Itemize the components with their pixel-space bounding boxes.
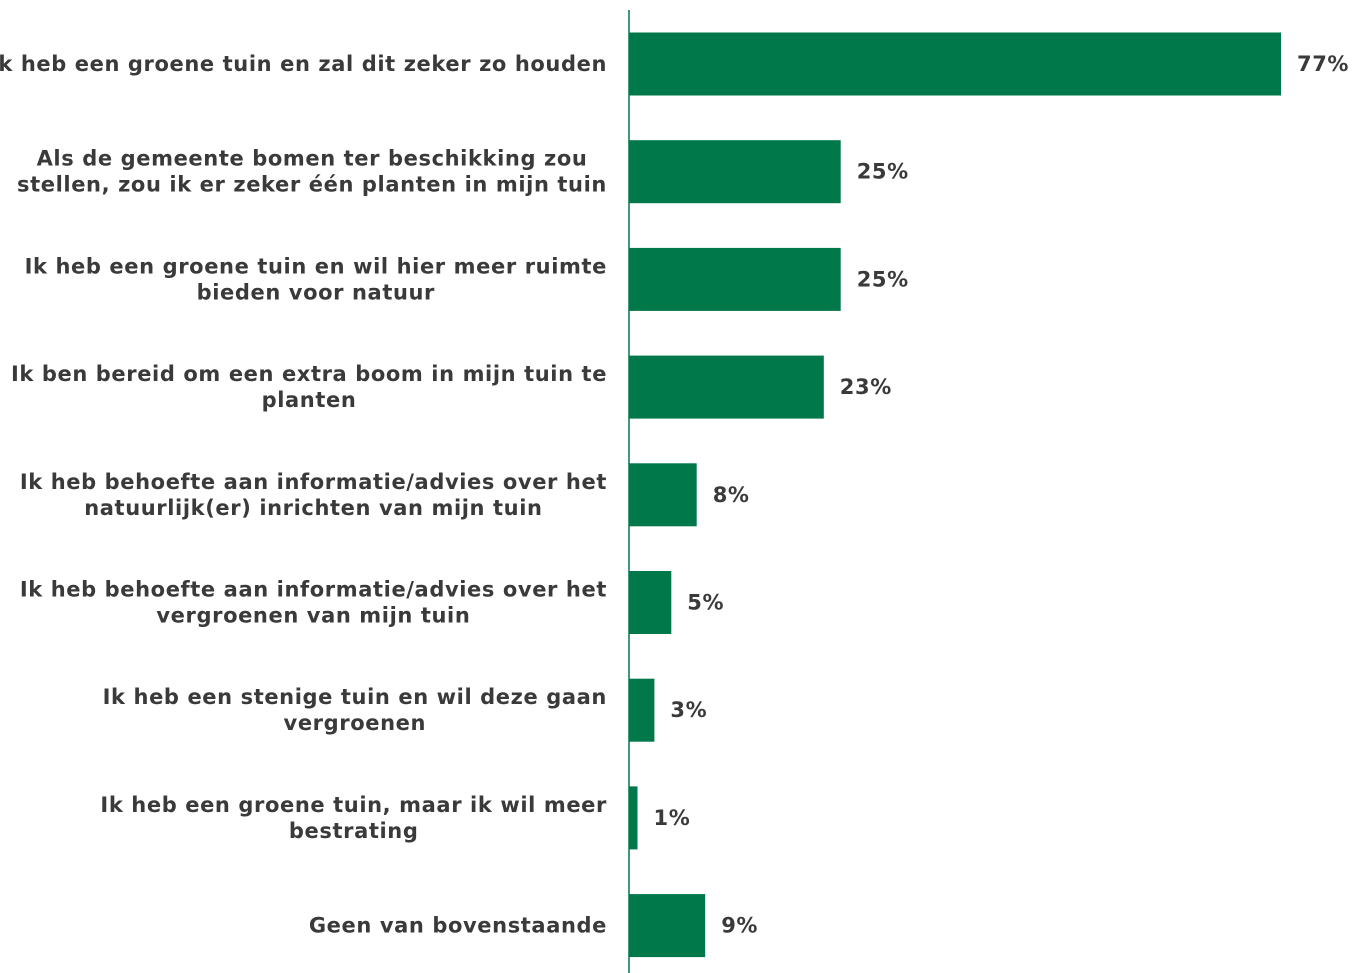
bar-2 bbox=[629, 140, 841, 204]
bar-8 bbox=[629, 786, 638, 850]
category-label-6-line-2: vergroenen van mijn tuin bbox=[156, 604, 470, 628]
category-label-7-line-2: vergroenen bbox=[284, 711, 427, 735]
bars-layer bbox=[629, 32, 1281, 958]
value-labels: 77% 25% 25% 23% 8% 5% 3% 1% 9% bbox=[654, 52, 1349, 938]
bar-9 bbox=[629, 894, 706, 958]
value-label-6: 5% bbox=[687, 591, 724, 615]
bar-4 bbox=[629, 355, 824, 419]
value-label-1: 77% bbox=[1297, 52, 1349, 76]
category-label-5-line-1: Ik heb behoefte aan informatie/advies ov… bbox=[20, 470, 607, 494]
category-label-2-line-1: Als de gemeente bomen ter beschikking zo… bbox=[37, 147, 588, 171]
category-label-9: Geen van bovenstaande bbox=[309, 914, 607, 938]
category-label-5-line-2: natuurlijk(er) inrichten van mijn tuin bbox=[84, 496, 542, 520]
bar-1 bbox=[629, 32, 1281, 96]
category-label-4-line-1: Ik ben bereid om een extra boom in mijn … bbox=[11, 362, 607, 386]
category-labels: Ik heb een groene tuin en zal dit zeker … bbox=[0, 52, 607, 938]
bar-7 bbox=[629, 678, 655, 742]
value-label-8: 1% bbox=[654, 806, 691, 830]
value-label-3: 25% bbox=[857, 267, 909, 291]
bar-6 bbox=[629, 571, 672, 634]
category-label-3-line-2: bieden voor natuur bbox=[197, 280, 435, 304]
category-label-7-line-1: Ik heb een stenige tuin en wil deze gaan bbox=[103, 685, 607, 709]
bar-5 bbox=[629, 463, 697, 527]
value-label-5: 8% bbox=[713, 483, 750, 507]
category-label-6-line-1: Ik heb behoefte aan informatie/advies ov… bbox=[20, 578, 607, 602]
bar-3 bbox=[629, 247, 841, 311]
category-label-8-line-1: Ik heb een groene tuin, maar ik wil meer bbox=[100, 793, 607, 817]
category-label-8-line-2: bestrating bbox=[289, 819, 419, 843]
category-label-1: Ik heb een groene tuin en zal dit zeker … bbox=[0, 52, 607, 76]
category-label-2-line-2: stellen, zou ik er zeker één planten in … bbox=[17, 173, 607, 197]
category-label-4-line-2: planten bbox=[262, 388, 357, 412]
value-label-4: 23% bbox=[840, 375, 892, 399]
value-label-2: 25% bbox=[857, 160, 909, 184]
value-label-9: 9% bbox=[721, 914, 758, 938]
category-label-3-line-1: Ik heb een groene tuin en wil hier meer … bbox=[25, 254, 607, 278]
value-label-7: 3% bbox=[670, 698, 707, 722]
